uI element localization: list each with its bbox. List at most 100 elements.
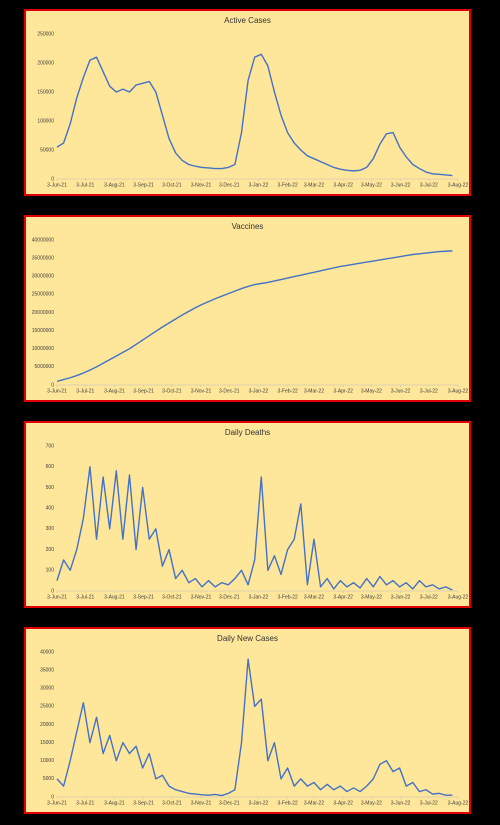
y-tick-label: 10000000 [32,346,54,352]
y-tick-label: 30000 [40,686,54,692]
y-tick-label: 400 [46,505,55,511]
x-tick-label: 3-Feb-22 [277,800,298,806]
y-tick-label: 150000 [37,89,54,95]
x-tick-label: 3-Jun-21 [47,182,67,188]
data-line [56,658,453,797]
x-tick-label: 3-May-22 [361,800,382,806]
x-tick-label: 3-Jul-21 [76,594,94,600]
x-tick-label: 3-Aug-22 [448,800,469,806]
chart-panel: Active Cases 0 50000 100000 150000 200000 2500… [24,9,471,196]
y-tick-label: 25000 [40,704,54,710]
x-tick-label: 3-Jul-22 [420,182,438,188]
x-tick-label: 3-Jun-22 [391,800,411,806]
x-tick-label: 3-May-22 [361,388,382,394]
x-tick-label: 3-Jun-21 [47,388,67,394]
x-tick-label: 3-Jul-21 [76,800,94,806]
y-tick-label: 40000 [40,649,54,655]
x-tick-label: 3-May-22 [361,594,382,600]
x-tick-label: 3-Oct-21 [162,388,182,394]
x-tick-label: 3-Jun-21 [47,594,67,600]
y-tick-label: 0 [51,794,54,800]
panel-background [24,9,471,196]
x-tick-label: 3-Jan-22 [249,800,269,806]
x-tick-label: 3-Feb-22 [277,594,298,600]
x-tick-label: 3-Aug-21 [104,594,125,600]
x-tick-label: 3-Apr-22 [333,594,353,600]
x-tick-label: 3-Sep-21 [133,388,154,394]
y-tick-label: 100000 [37,118,54,124]
x-tick-label: 3-Nov-21 [191,800,212,806]
x-tick-label: 3-Jul-21 [76,388,94,394]
x-tick-label: 3-Nov-21 [191,594,212,600]
x-tick-label: 3-Jun-21 [47,800,67,806]
data-line [56,53,453,177]
y-tick-label: 40000000 [32,237,54,243]
data-line [56,466,453,591]
x-tick-label: 3-Oct-21 [162,594,182,600]
x-tick-label: 3-Dec-21 [219,388,240,394]
panel-background [24,627,471,814]
x-tick-label: 3-Dec-21 [219,182,240,188]
x-tick-label: 3-Aug-21 [104,388,125,394]
y-tick-label: 0 [51,176,54,182]
chart-title: Vaccines [232,222,264,231]
x-tick-label: 3-Apr-22 [333,182,353,188]
y-tick-label: 300 [46,526,55,532]
y-tick-label: 200000 [37,60,54,66]
y-tick-label: 200 [46,547,55,553]
chart-title: Active Cases [224,16,271,25]
x-tick-label: 3-Feb-22 [277,182,298,188]
chart-title: Daily New Cases [217,634,278,643]
chart-title: Daily Deaths [225,428,270,437]
y-tick-label: 30000000 [32,274,54,280]
y-tick-label: 20000 [40,722,54,728]
x-tick-label: 3-Jun-22 [391,388,411,394]
y-tick-label: 0 [51,382,54,388]
x-tick-label: 3-Mar-22 [304,800,325,806]
x-tick-label: 3-Aug-22 [448,182,469,188]
panel-background [24,215,471,402]
x-tick-label: 3-Oct-21 [162,182,182,188]
x-tick-label: 3-Jul-22 [420,388,438,394]
y-tick-label: 700 [46,443,55,449]
x-tick-label: 3-Jun-22 [391,594,411,600]
x-tick-label: 3-Jan-22 [249,388,269,394]
y-tick-label: 0 [51,588,54,594]
x-tick-label: 3-Mar-22 [304,182,325,188]
x-tick-label: 3-Sep-21 [133,800,154,806]
y-tick-label: 500 [46,485,55,491]
chart-panel: Daily Deaths 0 100 200 300 400 500 600 700 3-Jun-… [24,421,471,608]
y-tick-label: 600 [46,464,55,470]
x-tick-label: 3-Jun-22 [391,182,411,188]
x-tick-label: 3-Nov-21 [191,388,212,394]
y-tick-label: 15000000 [32,328,54,334]
chart-panel: Vaccines 0 5000000 10000000 15000000 20000000… [24,215,471,402]
x-tick-label: 3-Dec-21 [219,594,240,600]
y-tick-label: 20000000 [32,310,54,316]
x-tick-label: 3-May-22 [361,182,382,188]
x-tick-label: 3-Aug-21 [104,182,125,188]
x-tick-label: 3-Oct-21 [162,800,182,806]
x-tick-label: 3-Sep-21 [133,182,154,188]
y-tick-label: 35000000 [32,255,54,261]
x-tick-label: 3-Aug-22 [448,388,469,394]
y-tick-label: 5000000 [35,364,55,370]
y-tick-label: 10000 [40,758,54,764]
x-tick-label: 3-Apr-22 [333,388,353,394]
x-tick-label: 3-Jul-21 [76,182,94,188]
y-tick-label: 15000 [40,740,54,746]
y-tick-label: 35000 [40,667,54,673]
x-tick-label: 3-Jul-22 [420,594,438,600]
panel-background [24,421,471,608]
x-tick-label: 3-Sep-21 [133,594,154,600]
x-tick-label: 3-Aug-21 [104,800,125,806]
y-tick-label: 50000 [40,147,54,153]
y-tick-label: 100 [46,568,55,574]
x-tick-label: 3-Feb-22 [277,388,298,394]
x-tick-label: 3-Jan-22 [249,182,269,188]
x-tick-label: 3-Apr-22 [333,800,353,806]
x-tick-label: 3-Jul-22 [420,800,438,806]
chart-panel: Daily New Cases 0 5000 10000 15000 20000 25000… [24,627,471,814]
